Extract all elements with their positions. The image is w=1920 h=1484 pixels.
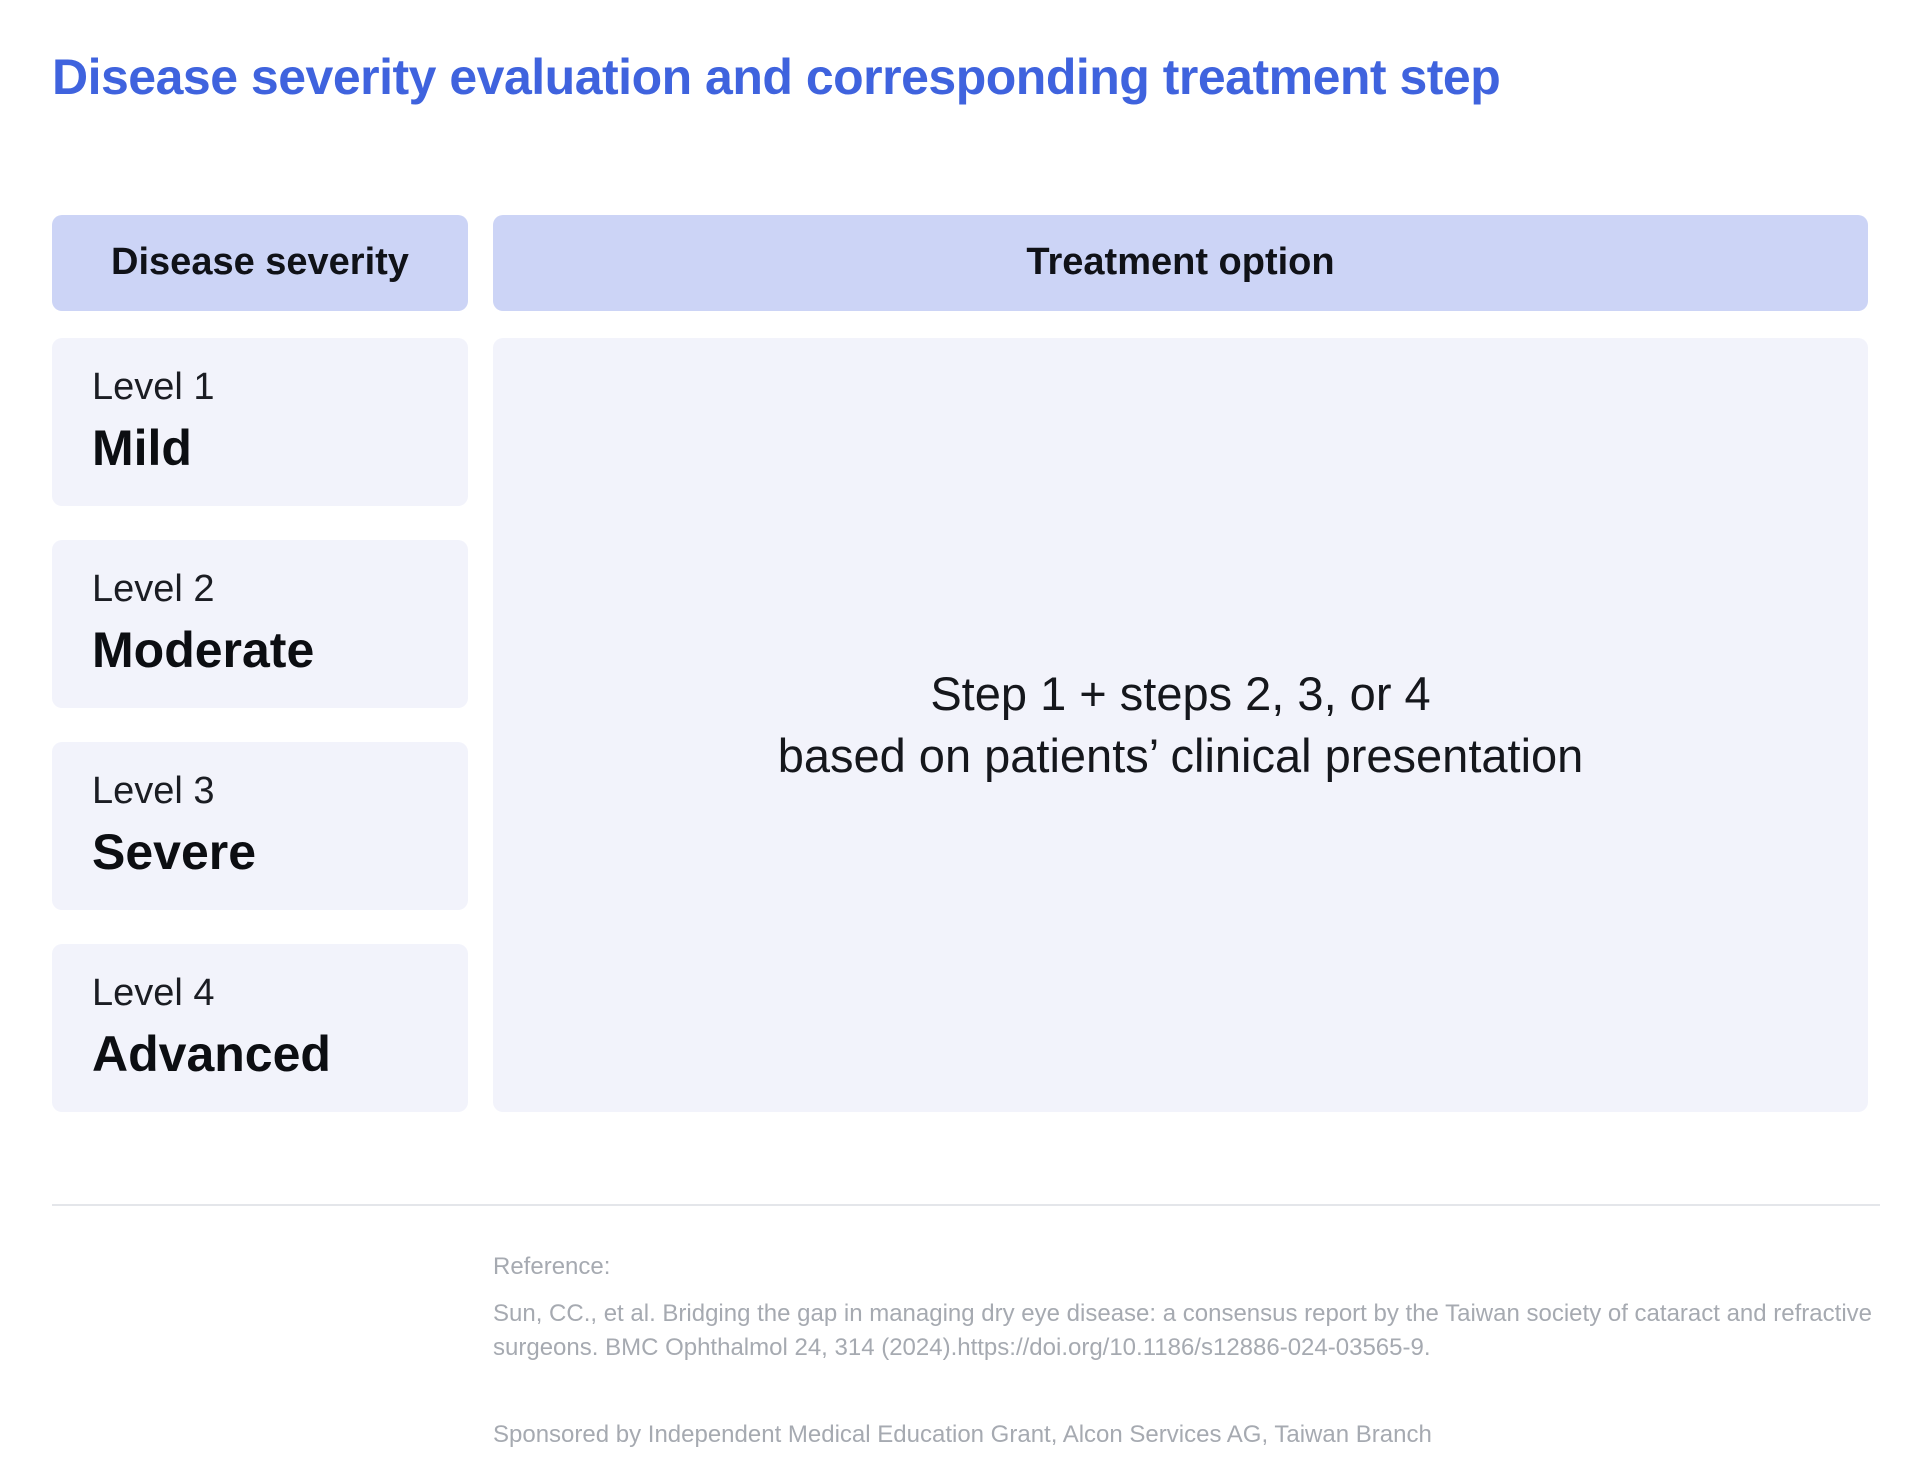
treatment-text-line1: Step 1 + steps 2, 3, or 4	[930, 666, 1431, 720]
severity-row-level3: Level 3 Severe	[52, 741, 468, 910]
treatment-option-cell: Step 1 + steps 2, 3, or 4 based on patie…	[493, 337, 1868, 1112]
treatment-text-line2: based on patients’ clinical presentation	[777, 728, 1584, 782]
page-title: Disease severity evaluation and correspo…	[52, 49, 1501, 105]
treatment-header-cell: Treatment option	[493, 214, 1868, 311]
severity-row-level4: Level 4 Advanced	[52, 943, 468, 1112]
divider	[52, 1203, 1880, 1206]
reference-label: Reference:	[493, 1252, 611, 1280]
severity-level-label: Level 3	[92, 769, 215, 812]
severity-header-cell: Disease severity	[52, 214, 468, 311]
severity-name: Advanced	[92, 1026, 331, 1083]
reference-text: Sun, CC., et al. Bridging the gap in man…	[493, 1299, 1872, 1361]
footer: Reference: Sun, CC., et al. Bridging the…	[493, 1251, 1889, 1451]
severity-row-level1: Level 1 Mild	[52, 337, 468, 506]
treatment-column: Treatment option Step 1 + steps 2, 3, or…	[493, 214, 1868, 1112]
severity-level-label: Level 1	[92, 365, 215, 408]
severity-level-label: Level 4	[92, 971, 215, 1014]
severity-name: Mild	[92, 420, 192, 477]
severity-name: Severe	[92, 824, 257, 881]
severity-name: Moderate	[92, 622, 315, 679]
sponsor-text: Sponsored by Independent Medical Educati…	[493, 1420, 1432, 1448]
severity-treatment-table: Disease severity Level 1 Mild Level 2 Mo…	[52, 214, 1868, 1112]
severity-row-level2: Level 2 Moderate	[52, 539, 468, 708]
severity-level-label: Level 2	[92, 567, 215, 610]
severity-column: Disease severity Level 1 Mild Level 2 Mo…	[52, 214, 468, 1112]
